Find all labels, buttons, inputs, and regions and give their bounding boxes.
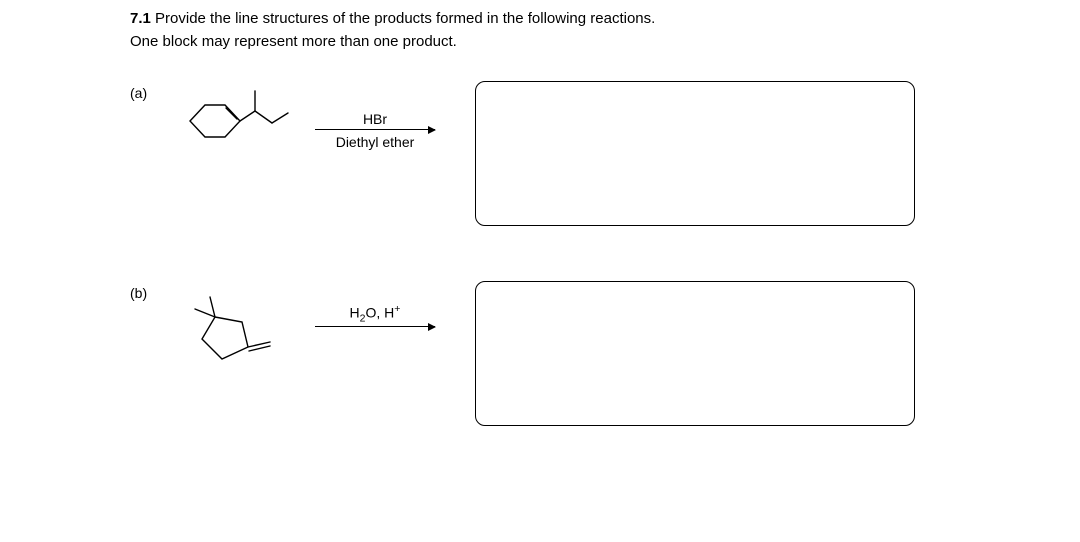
reactant-b xyxy=(170,281,300,387)
reagent-b-top: H2O, H+ xyxy=(300,303,450,324)
part-a-row: (a) HBr xyxy=(130,81,950,226)
reactant-a xyxy=(170,81,300,171)
answer-box-a[interactable] xyxy=(475,81,915,226)
reagent-a: HBr Diethyl ether xyxy=(300,81,450,150)
reagent-a-top: HBr xyxy=(300,111,450,127)
question-text-1: Provide the line structures of the produ… xyxy=(155,10,655,27)
structure-a-svg xyxy=(170,81,300,166)
part-a-label: (a) xyxy=(130,81,170,101)
question-text-2: One block may represent more than one pr… xyxy=(130,33,457,50)
part-b-row: (b) H2O, H+ xyxy=(130,281,950,426)
question-header: 7.1 Provide the line structures of the p… xyxy=(130,8,950,53)
arrow-a xyxy=(315,129,435,130)
answer-box-b[interactable] xyxy=(475,281,915,426)
structure-b-svg xyxy=(170,287,300,382)
page-container: 7.1 Provide the line structures of the p… xyxy=(0,0,1080,426)
arrow-b xyxy=(315,326,435,327)
reagent-b: H2O, H+ xyxy=(300,281,450,331)
part-b-label: (b) xyxy=(130,281,170,301)
reagent-a-bottom: Diethyl ether xyxy=(300,134,450,150)
question-number: 7.1 xyxy=(130,10,151,27)
